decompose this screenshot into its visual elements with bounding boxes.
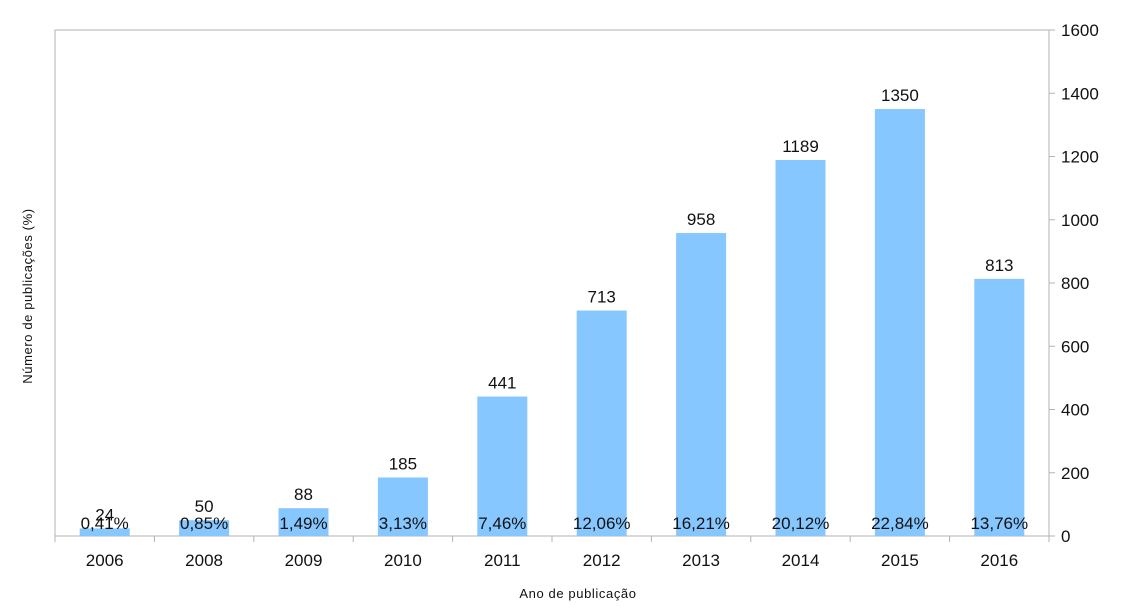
- value-label: 1189: [782, 137, 819, 156]
- value-label: 713: [588, 288, 616, 307]
- y-axis-title: Número de publicações (%): [20, 208, 35, 383]
- percent-label: 3,13%: [379, 514, 427, 533]
- x-tick-label: 2009: [285, 551, 323, 570]
- y-tick-label: 1000: [1061, 211, 1099, 230]
- bar-2012: [576, 310, 627, 536]
- value-label: 88: [294, 485, 313, 504]
- y-tick-label: 200: [1061, 464, 1089, 483]
- x-tick-label: 2016: [980, 551, 1018, 570]
- bar-2008: [179, 520, 230, 536]
- x-tick-label: 2012: [583, 551, 621, 570]
- percent-label: 0,41%: [81, 514, 129, 533]
- value-label: 441: [488, 374, 516, 393]
- y-tick-label: 400: [1061, 401, 1089, 420]
- percent-label: 1,49%: [279, 514, 327, 533]
- percent-label: 12,06%: [573, 514, 631, 533]
- bars-layer: [79, 109, 1025, 536]
- value-label: 24: [95, 505, 114, 524]
- bar-2010: [377, 477, 428, 536]
- y-tick-label: 0: [1061, 527, 1070, 546]
- x-axis-title: Ano de publicação: [519, 586, 636, 601]
- x-tick-label: 2010: [384, 551, 422, 570]
- percent-label: 7,46%: [478, 514, 526, 533]
- bar-2006: [79, 528, 130, 536]
- x-tick-label: 2013: [682, 551, 720, 570]
- percent-label: 22,84%: [871, 514, 929, 533]
- bar-2016: [974, 278, 1025, 536]
- percent-label: 0,85%: [180, 514, 228, 533]
- y-axis: 0 200 400 600 800 1000 1200 1400 1600: [1049, 21, 1099, 546]
- x-tick-label: 2011: [484, 551, 521, 570]
- y-tick-label: 600: [1061, 337, 1089, 356]
- bar-2014: [775, 159, 826, 536]
- percent-label: 13,76%: [970, 514, 1028, 533]
- x-tick-label: 2014: [782, 551, 820, 570]
- x-axis: 2006 2008 2009 2010 2011 2012 2013 2014 2015 2016: [54, 536, 1050, 570]
- percent-label: 20,12%: [772, 514, 830, 533]
- value-label: 1350: [881, 86, 919, 105]
- x-tick-label: 2008: [185, 551, 223, 570]
- bar-2009: [278, 508, 329, 536]
- value-label: 958: [687, 210, 715, 229]
- bar-2013: [676, 233, 727, 536]
- bar-2011: [477, 396, 528, 536]
- value-label: 50: [195, 497, 214, 516]
- percent-label: 16,21%: [672, 514, 730, 533]
- bar-2015: [874, 109, 925, 536]
- y-tick-label: 1600: [1061, 21, 1099, 40]
- x-tick-label: 2015: [881, 551, 919, 570]
- value-label: 185: [389, 454, 417, 473]
- x-tick-label: 2006: [86, 551, 124, 570]
- y-tick-label: 800: [1061, 274, 1089, 293]
- labels-layer: 240,41% 500,85% 88 1,49% 185 3,13% 441 7,46% 713…: [81, 86, 1029, 533]
- value-label: 813: [985, 256, 1013, 275]
- y-tick-label: 1200: [1061, 148, 1099, 167]
- y-tick-label: 1400: [1061, 84, 1099, 103]
